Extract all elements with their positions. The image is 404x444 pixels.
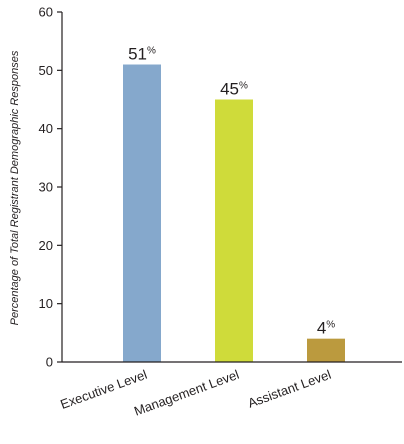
y-tick-label: 20	[39, 238, 53, 253]
y-tick-label: 30	[39, 180, 53, 195]
y-axis-label: Percentage of Total Registrant Demograph…	[9, 50, 21, 325]
bar-value-label: 4%	[317, 319, 335, 338]
bar-value-label: 51%	[128, 45, 156, 64]
bar	[123, 64, 161, 362]
bar	[215, 99, 253, 362]
y-tick-label: 0	[46, 355, 53, 370]
bars: 51% 45% 4%	[123, 45, 345, 362]
y-tick-label: 10	[39, 296, 53, 311]
y-tick-label: 40	[39, 121, 53, 136]
y-tick-label: 60	[39, 5, 53, 20]
bar	[307, 338, 345, 362]
y-axis-ticks: 0 10 20 30 40 50 60	[39, 5, 62, 370]
category-label: Management Level	[132, 367, 241, 419]
category-label: Assistant Level	[246, 367, 333, 411]
bar-value-label: 45%	[220, 80, 248, 99]
y-tick-label: 50	[39, 63, 53, 78]
